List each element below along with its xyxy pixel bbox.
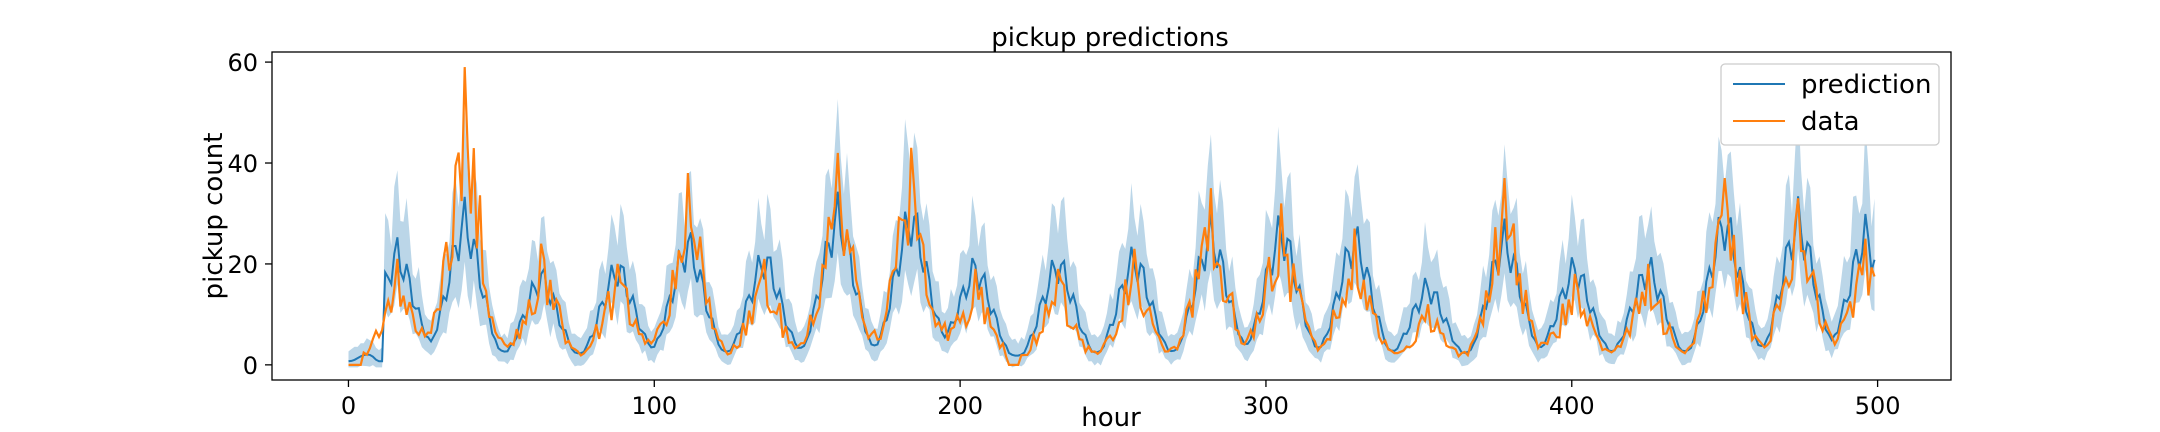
y-tick-label: 40 <box>227 150 258 178</box>
chart-title: pickup predictions <box>991 23 1229 53</box>
legend: prediction data <box>1720 63 1940 146</box>
y-tick-label: 60 <box>227 49 258 77</box>
x-axis-label: hour <box>1081 403 1141 432</box>
plot-area <box>348 67 1876 368</box>
prediction-confidence-band <box>348 99 1875 368</box>
x-axis-ticks: 0 100 200 300 400 500 <box>341 380 1901 420</box>
x-tick-label: 100 <box>631 392 677 420</box>
prediction-line <box>348 191 1876 363</box>
y-axis-ticks: 0 20 40 60 <box>227 49 272 380</box>
legend-data-label: data <box>1801 107 1860 137</box>
x-tick-label: 500 <box>1855 392 1901 420</box>
y-tick-label: 20 <box>227 251 258 279</box>
plot-frame <box>271 51 1952 381</box>
x-tick-label: 300 <box>1243 392 1289 420</box>
legend-prediction-label: prediction <box>1801 70 1931 100</box>
y-tick-label: 0 <box>243 352 258 380</box>
y-axis-label: pickup count <box>199 133 229 300</box>
x-tick-label: 0 <box>341 392 356 420</box>
data-line <box>348 67 1876 366</box>
x-tick-label: 400 <box>1549 392 1595 420</box>
x-tick-label: 200 <box>937 392 983 420</box>
